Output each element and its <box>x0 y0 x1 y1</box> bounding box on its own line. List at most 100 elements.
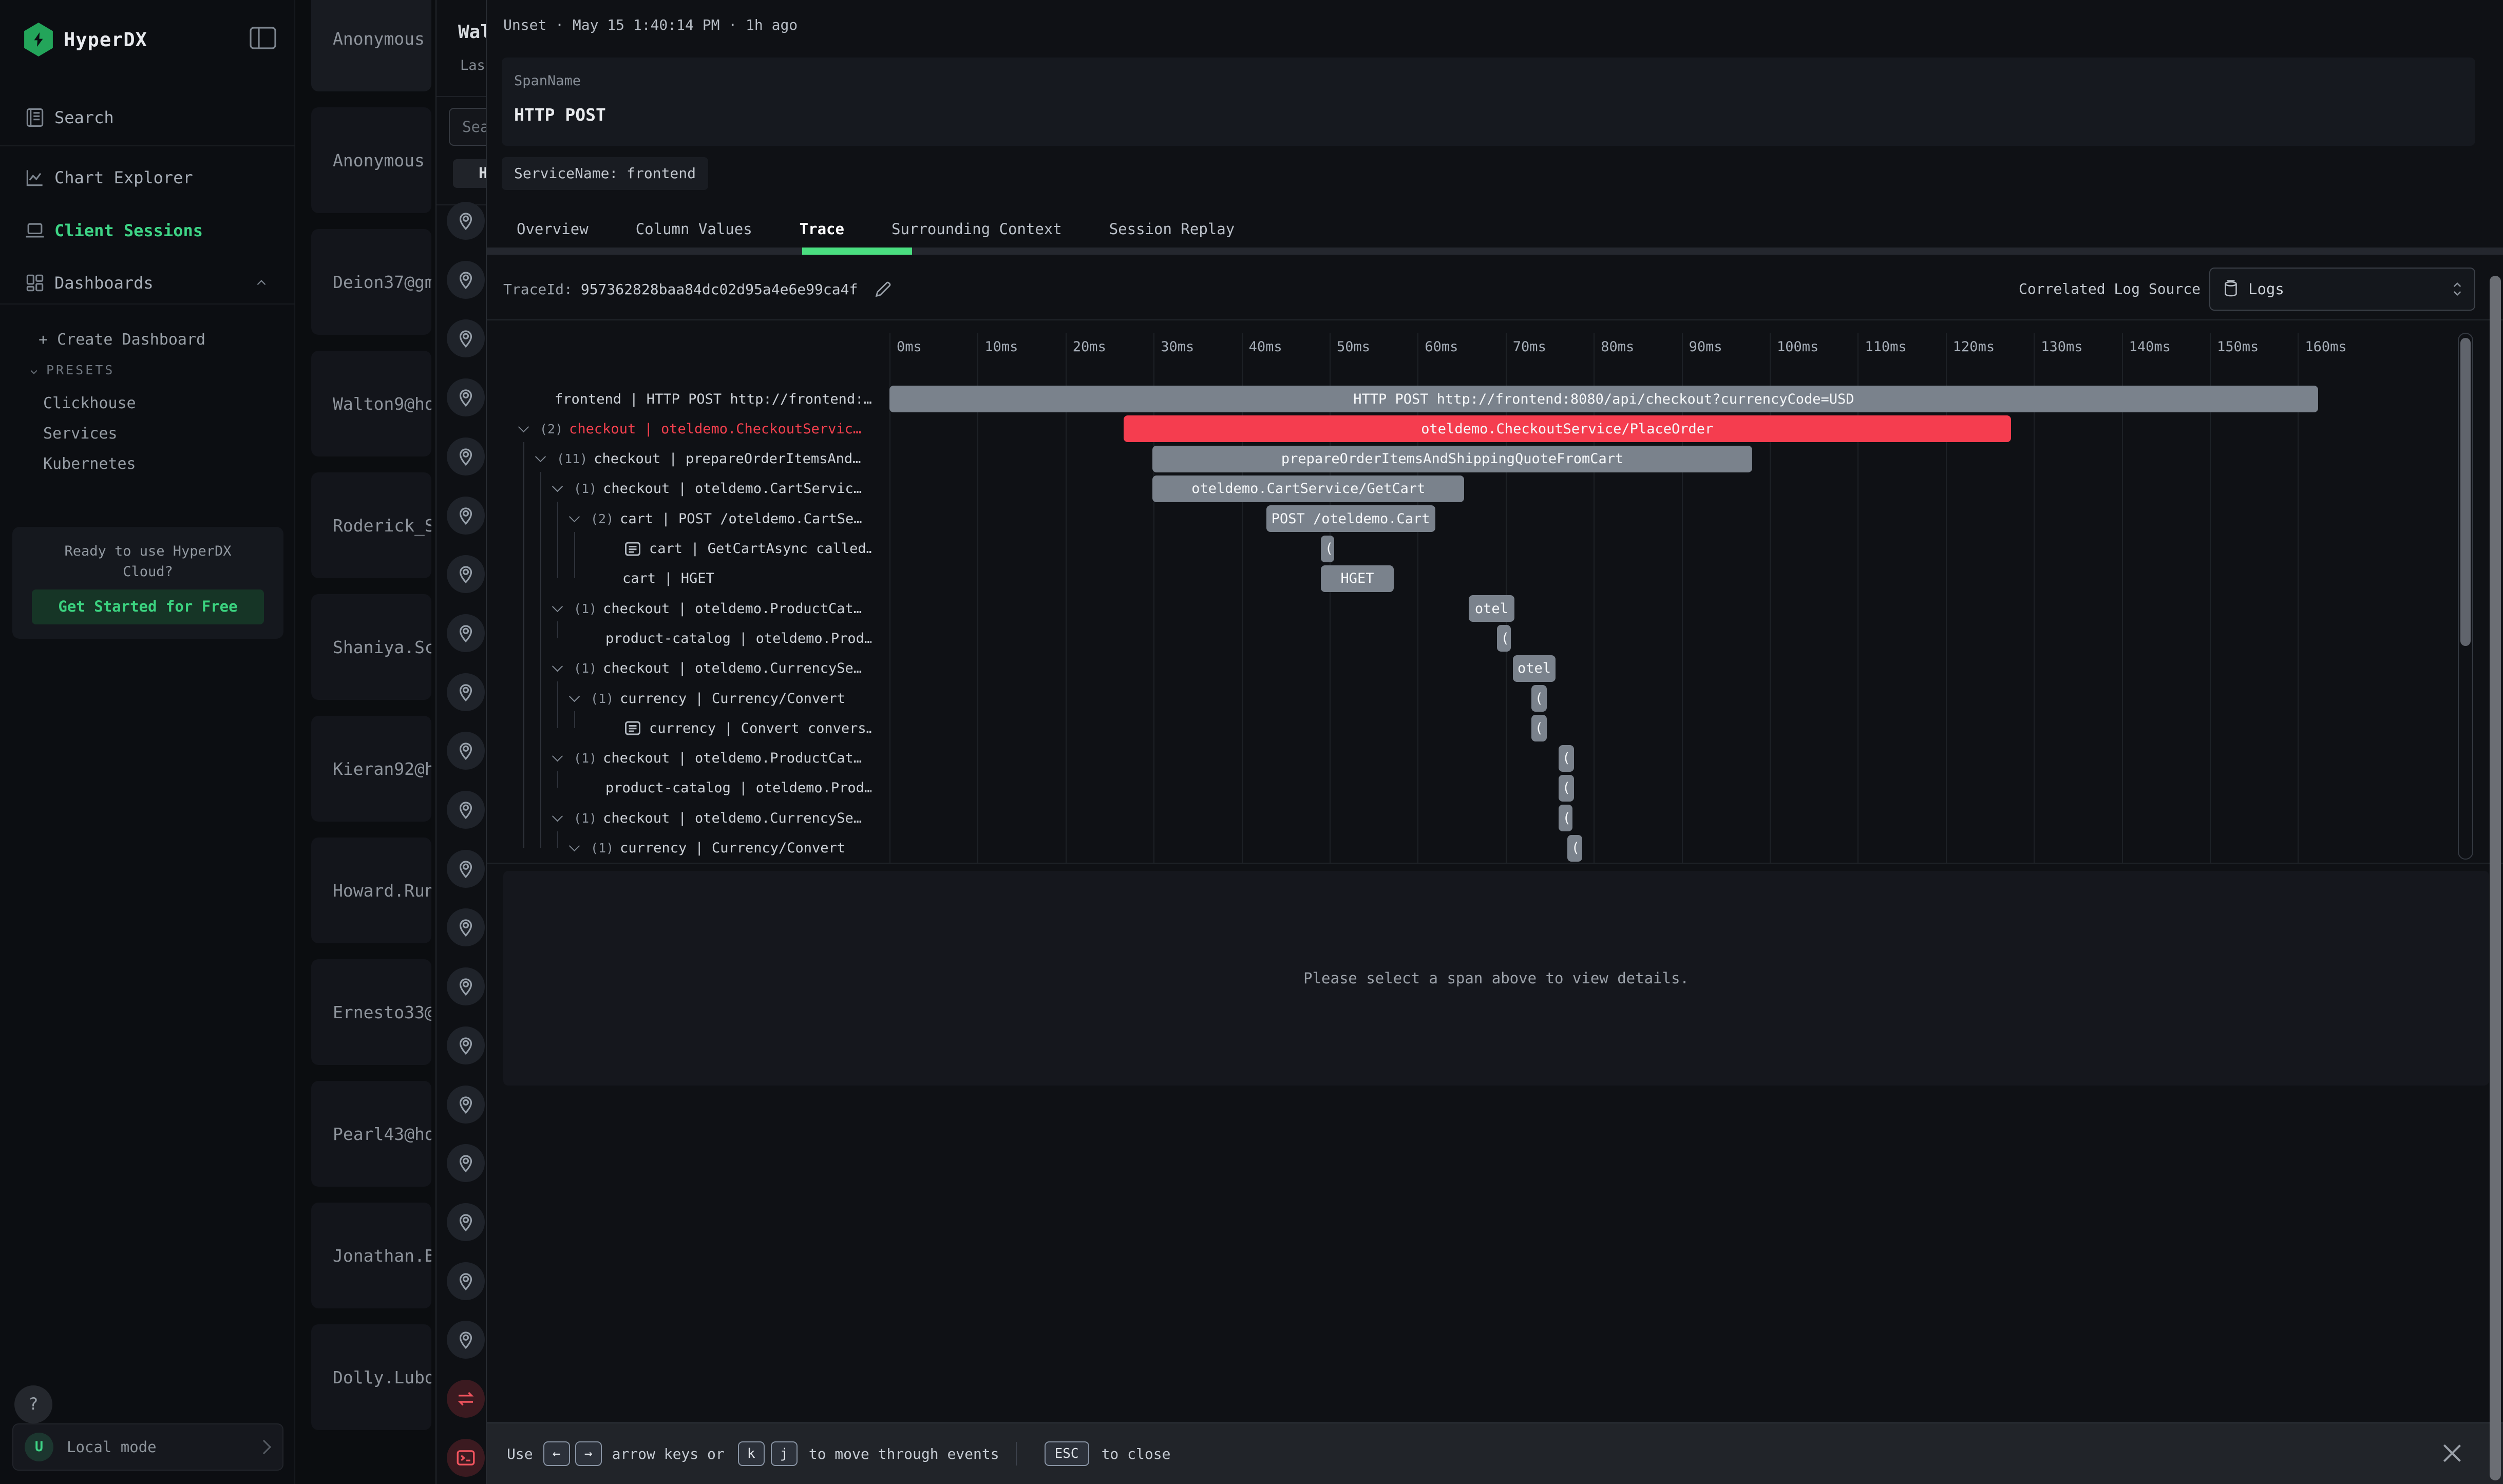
chart-scrollbar-track[interactable] <box>2458 333 2473 860</box>
sidebar-item-chart-explorer[interactable]: Chart Explorer <box>0 163 295 193</box>
location-pin-icon[interactable] <box>447 319 485 358</box>
sidebar-item-client-sessions[interactable]: Client Sessions <box>0 216 295 245</box>
session-row[interactable]: Walton9@ho <box>311 351 431 456</box>
trace-span-bar[interactable]: ( <box>1496 625 1511 652</box>
trace-tree-row[interactable]: currency | Convert convers… <box>503 713 871 743</box>
session-row[interactable]: Howard.Run <box>311 838 431 943</box>
trace-tree-row[interactable]: (1) currency | Currency/Convert <box>503 833 871 863</box>
location-pin-icon[interactable] <box>447 555 485 594</box>
chevron-down-icon[interactable] <box>552 481 563 492</box>
chevron-down-icon[interactable] <box>552 750 563 762</box>
chevron-down-icon[interactable] <box>535 451 546 463</box>
location-pin-icon[interactable] <box>447 1085 485 1124</box>
trace-tree-row[interactable]: (2) cart | POST /oteldemo.CartSe… <box>503 504 871 534</box>
location-pin-icon[interactable] <box>447 496 485 535</box>
trace-tree-row[interactable]: cart | GetCartAsync called… <box>503 534 871 564</box>
trace-tree-row[interactable]: (1) checkout | oteldemo.CartServic… <box>503 474 871 504</box>
location-pin-icon[interactable] <box>447 1026 485 1064</box>
session-row[interactable]: Shaniya.Sc <box>311 594 431 700</box>
session-row[interactable]: Deion37@gm <box>311 229 431 335</box>
trace-span-bar[interactable]: ( <box>1558 745 1575 772</box>
location-pin-icon[interactable] <box>447 202 485 240</box>
session-row[interactable]: Jonathan.B <box>311 1203 431 1308</box>
chevron-down-icon[interactable] <box>568 511 580 522</box>
session-search-input[interactable]: Sea <box>449 108 486 146</box>
tab-session-replay[interactable]: Session Replay <box>1109 220 1235 238</box>
location-pin-icon[interactable] <box>447 732 485 770</box>
trace-span-bar[interactable]: HTTP POST http://frontend:8080/api/check… <box>889 386 2318 412</box>
chevron-down-icon[interactable] <box>552 810 563 822</box>
terminal-icon[interactable] <box>447 1438 485 1477</box>
sidebar-item-search[interactable]: Search <box>0 103 295 132</box>
trace-span-bar[interactable]: ( <box>1320 535 1334 562</box>
tab-surrounding-context[interactable]: Surrounding Context <box>891 220 1062 238</box>
sidebar-collapse-icon[interactable] <box>250 27 276 49</box>
close-icon[interactable] <box>2440 1442 2463 1464</box>
trace-tree-row[interactable]: (1) checkout | oteldemo.CurrencySe… <box>503 654 871 683</box>
trace-span-bar[interactable]: otel <box>1468 595 1514 622</box>
chevron-down-icon[interactable] <box>552 601 563 612</box>
sidebar-item-dashboards[interactable]: Dashboards <box>0 268 295 298</box>
trace-tree-row[interactable]: (1) checkout | oteldemo.CurrencySe… <box>503 803 871 833</box>
get-started-button[interactable]: Get Started for Free <box>32 589 264 624</box>
log-source-select[interactable]: Logs <box>2209 268 2475 311</box>
trace-span-bar[interactable]: prepareOrderItemsAndShippingQuoteFromCar… <box>1152 445 1752 472</box>
session-row[interactable]: Ernesto33@ <box>311 959 431 1065</box>
trace-span-bar[interactable]: otel <box>1512 655 1556 682</box>
tab-overview[interactable]: Overview <box>517 220 589 238</box>
session-row[interactable]: Anonymous <box>311 0 431 91</box>
location-pin-icon[interactable] <box>447 260 485 299</box>
presets-section-label[interactable]: PRESETS <box>46 363 115 377</box>
sidebar-preset-services[interactable]: Services <box>43 425 118 443</box>
location-pin-icon[interactable] <box>447 1144 485 1183</box>
trace-span-bar[interactable]: oteldemo.CheckoutService/PlaceOrder <box>1123 415 2011 443</box>
trace-tree-row[interactable]: (1) checkout | oteldemo.ProductCat… <box>503 744 871 773</box>
highlighted-toggle-button[interactable]: H <box>453 159 486 188</box>
trace-tree-row[interactable]: product-catalog | oteldemo.Prod… <box>503 623 871 653</box>
chevron-up-icon[interactable] <box>255 276 268 290</box>
tab-trace[interactable]: Trace <box>799 220 844 238</box>
session-row[interactable]: Dolly.Lubo <box>311 1324 431 1430</box>
trace-span-bar[interactable]: HGET <box>1320 565 1394 592</box>
brand-logo[interactable]: HyperDX <box>23 23 147 56</box>
session-row[interactable]: Pearl43@ho <box>311 1081 431 1187</box>
trace-tree-row[interactable]: frontend | HTTP POST http://frontend:… <box>503 384 871 414</box>
trace-span-bar[interactable]: ( <box>1558 805 1573 832</box>
location-pin-icon[interactable] <box>447 967 485 1006</box>
session-row[interactable]: Roderick_S <box>311 472 431 578</box>
chevron-down-icon[interactable] <box>568 840 580 852</box>
trace-span-bar[interactable]: ( <box>1531 685 1547 712</box>
tab-column-values[interactable]: Column Values <box>635 220 752 238</box>
service-name-badge[interactable]: ServiceName: frontend <box>502 157 709 190</box>
location-pin-icon[interactable] <box>447 1321 485 1359</box>
trace-tree-row[interactable]: (1) currency | Currency/Convert <box>503 683 871 713</box>
sidebar-preset-kubernetes[interactable]: Kubernetes <box>43 455 136 473</box>
trace-tree-row[interactable]: (11) checkout | prepareOrderItemsAnd… <box>503 444 871 474</box>
session-row[interactable]: Anonymous <box>311 107 431 213</box>
trace-span-bar[interactable]: ( <box>1531 715 1547 742</box>
chevron-down-icon[interactable] <box>518 421 529 432</box>
help-button[interactable]: ? <box>14 1385 52 1423</box>
location-pin-icon[interactable] <box>447 1203 485 1241</box>
trace-tree-row[interactable]: cart | HGET <box>503 564 871 594</box>
chevron-down-icon[interactable] <box>29 367 39 377</box>
trace-span-bar[interactable]: POST /oteldemo.Cart <box>1266 505 1435 532</box>
trace-tree-row[interactable]: product-catalog | oteldemo.Prod… <box>503 773 871 803</box>
trace-span-bar[interactable]: ( <box>1558 774 1575 802</box>
location-pin-icon[interactable] <box>447 908 485 947</box>
local-mode-menu[interactable]: U Local mode <box>12 1423 283 1471</box>
location-pin-icon[interactable] <box>447 849 485 888</box>
location-pin-icon[interactable] <box>447 673 485 711</box>
trace-tree-row[interactable]: (2) checkout | oteldemo.CheckoutServic… <box>503 414 871 444</box>
chart-scrollbar-thumb[interactable] <box>2460 338 2471 646</box>
swap-arrows-icon[interactable] <box>447 1380 485 1418</box>
create-dashboard-button[interactable]: + Create Dashboard <box>39 331 206 349</box>
location-pin-icon[interactable] <box>447 614 485 652</box>
overlay-scrollbar-thumb[interactable] <box>2490 276 2501 1480</box>
edit-pencil-icon[interactable] <box>873 279 894 299</box>
trace-tree-row[interactable]: (1) checkout | oteldemo.ProductCat… <box>503 594 871 623</box>
location-pin-icon[interactable] <box>447 1262 485 1300</box>
chevron-down-icon[interactable] <box>568 691 580 702</box>
sidebar-preset-clickhouse[interactable]: Clickhouse <box>43 394 136 412</box>
trace-span-bar[interactable]: ( <box>1567 834 1582 862</box>
